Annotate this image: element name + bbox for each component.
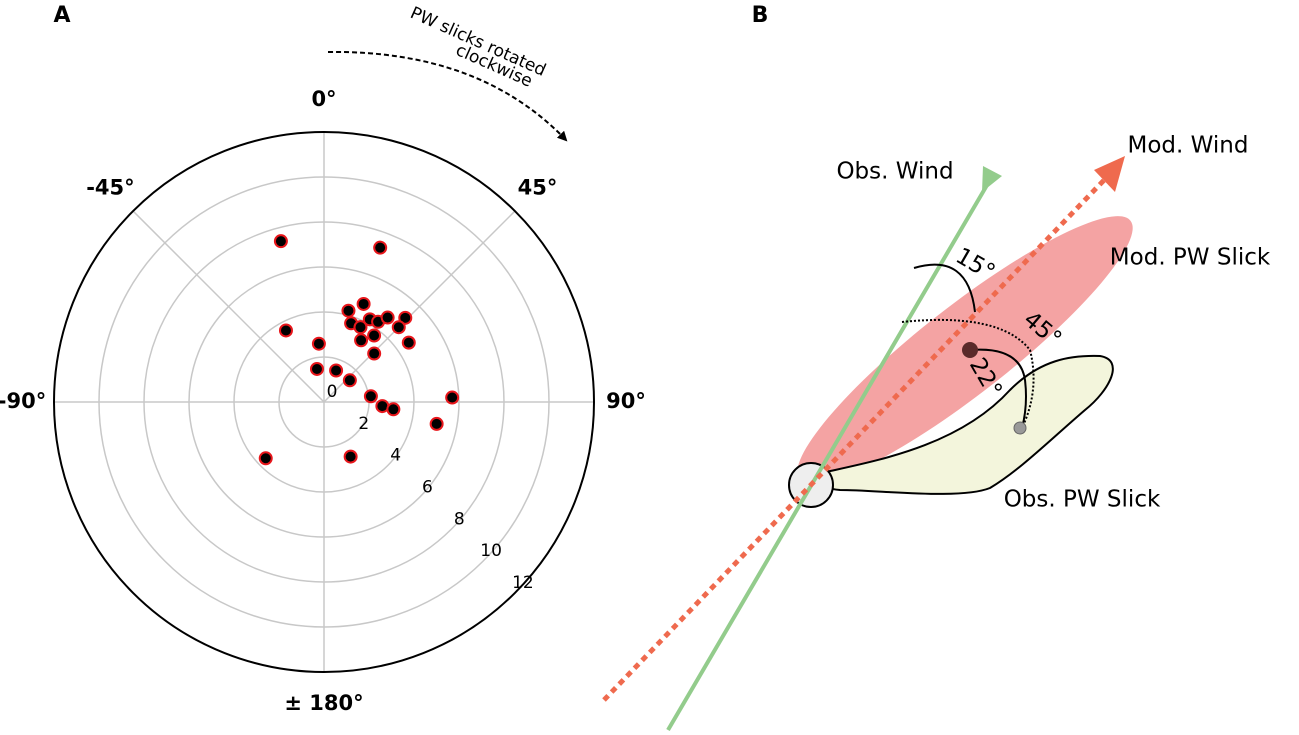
r-tick-label: 8	[454, 509, 465, 529]
label: Obs. Wind	[836, 159, 953, 185]
point	[278, 323, 293, 338]
diagram: Obs. Wind Mod. Wind Mod. PW Slick Obs. P…	[602, 133, 1271, 732]
point	[373, 240, 388, 255]
r-tick-label: 2	[358, 414, 369, 434]
theta-tick-label: 90°	[606, 389, 646, 413]
point	[329, 363, 344, 378]
point	[341, 303, 356, 318]
theta-tick-label: -45°	[86, 175, 134, 199]
point	[386, 402, 401, 417]
theta-tick-label: ± 180°	[284, 691, 363, 715]
grid-spoke	[323, 210, 516, 403]
point	[445, 390, 460, 405]
point	[356, 296, 371, 311]
label: Mod. PW Slick	[1110, 245, 1271, 271]
outer-ring	[53, 131, 595, 673]
mod-wind-line	[602, 174, 1110, 702]
obs-wind-head	[982, 166, 1002, 192]
grid-spoke	[132, 210, 325, 403]
obs-centroid	[1013, 421, 1027, 435]
panel-label: A	[53, 3, 70, 28]
polar-plot: 0° 45° 90° ± 180° -90° -45° 02 4 6 8 10 12	[0, 87, 646, 715]
point	[391, 320, 406, 335]
point	[380, 310, 395, 325]
point	[309, 361, 324, 376]
panel-label: B	[752, 3, 769, 28]
arc-22	[969, 348, 1027, 429]
r-tick-label: 6	[422, 477, 433, 497]
r-tick-label: 10	[480, 541, 502, 561]
obs-slick-shape	[818, 354, 1114, 495]
r-tick-label: 0	[327, 382, 338, 402]
theta-tick-label: 45°	[518, 175, 558, 199]
arc-15	[913, 263, 976, 313]
mod-centroid	[962, 342, 978, 358]
point	[398, 310, 413, 325]
point	[311, 336, 326, 351]
theta-tick-label: -90°	[0, 389, 46, 413]
point	[367, 328, 382, 343]
point	[367, 346, 382, 361]
point	[354, 333, 369, 348]
theta-tick-label: 0°	[311, 87, 336, 111]
r-tick-label: 4	[390, 446, 401, 466]
point	[363, 389, 378, 404]
r-tick-label: 12	[512, 573, 534, 593]
point	[342, 373, 357, 388]
obs-wind-line	[666, 178, 992, 732]
point	[343, 449, 358, 464]
arc-45	[901, 319, 1035, 429]
point	[401, 335, 416, 350]
point	[258, 451, 273, 466]
rotation-arrow	[327, 50, 568, 142]
label: Obs. PW Slick	[1004, 487, 1161, 513]
point	[353, 320, 368, 335]
point	[429, 416, 444, 431]
mod-wind-head	[1094, 156, 1125, 192]
point	[273, 234, 288, 249]
label: Mod. Wind	[1128, 133, 1249, 159]
